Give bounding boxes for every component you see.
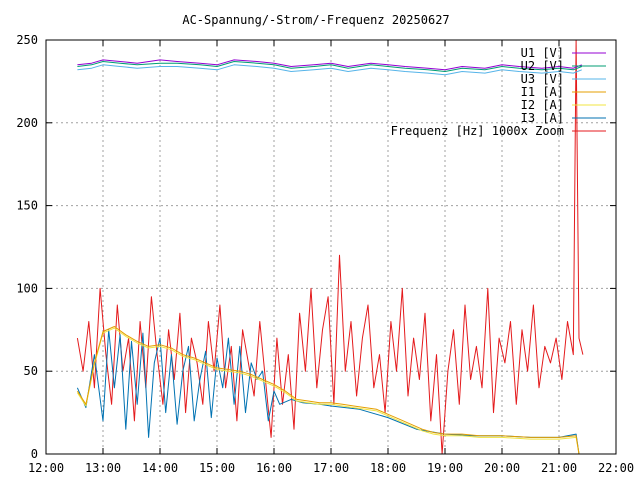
series-line-1 <box>77 61 582 72</box>
x-tick-label: 21:00 <box>541 461 577 475</box>
x-tick-label: 15:00 <box>199 461 235 475</box>
y-tick-label: 50 <box>24 364 38 378</box>
chart-title: AC-Spannung/-Strom/-Frequenz 20250627 <box>182 13 449 27</box>
x-tick-label: 14:00 <box>142 461 178 475</box>
legend-label: Frequenz [Hz] 1000x Zoom <box>391 124 564 138</box>
x-tick-label: 19:00 <box>427 461 463 475</box>
series-line-4 <box>76 327 580 454</box>
x-tick-label: 22:00 <box>598 461 634 475</box>
legend-label: U3 [V] <box>521 72 564 86</box>
x-tick-label: 17:00 <box>313 461 349 475</box>
series-line-2 <box>77 64 582 76</box>
legend-label: U2 [V] <box>521 59 564 73</box>
y-tick-label: 150 <box>16 199 38 213</box>
y-tick-label: 250 <box>16 33 38 47</box>
legend-label: I1 [A] <box>521 85 564 99</box>
x-tick-label: 12:00 <box>28 461 64 475</box>
y-tick-label: 0 <box>31 447 38 461</box>
legend-label: I3 [A] <box>521 111 564 125</box>
series-line-3 <box>76 326 580 454</box>
y-tick-label: 200 <box>16 116 38 130</box>
x-tick-label: 20:00 <box>484 461 520 475</box>
legend: U1 [V]U2 [V]U3 [V]I1 [A]I2 [A]I3 [A]Freq… <box>391 46 606 138</box>
x-tick-label: 16:00 <box>256 461 292 475</box>
series-line-6 <box>76 40 584 454</box>
axis-ticks: 12:00 13:00 14:00 15:00 16:00 17:00 18:00 19:00… <box>16 33 634 475</box>
series-line-0 <box>77 59 582 71</box>
series-layer <box>76 40 584 454</box>
x-tick-label: 13:00 <box>85 461 121 475</box>
x-tick-label: 18:00 <box>370 461 406 475</box>
y-tick-label: 100 <box>16 281 38 295</box>
legend-label: I2 [A] <box>521 98 564 112</box>
legend-label: U1 [V] <box>521 46 564 60</box>
series-line-5 <box>76 329 580 454</box>
grid <box>46 40 616 454</box>
